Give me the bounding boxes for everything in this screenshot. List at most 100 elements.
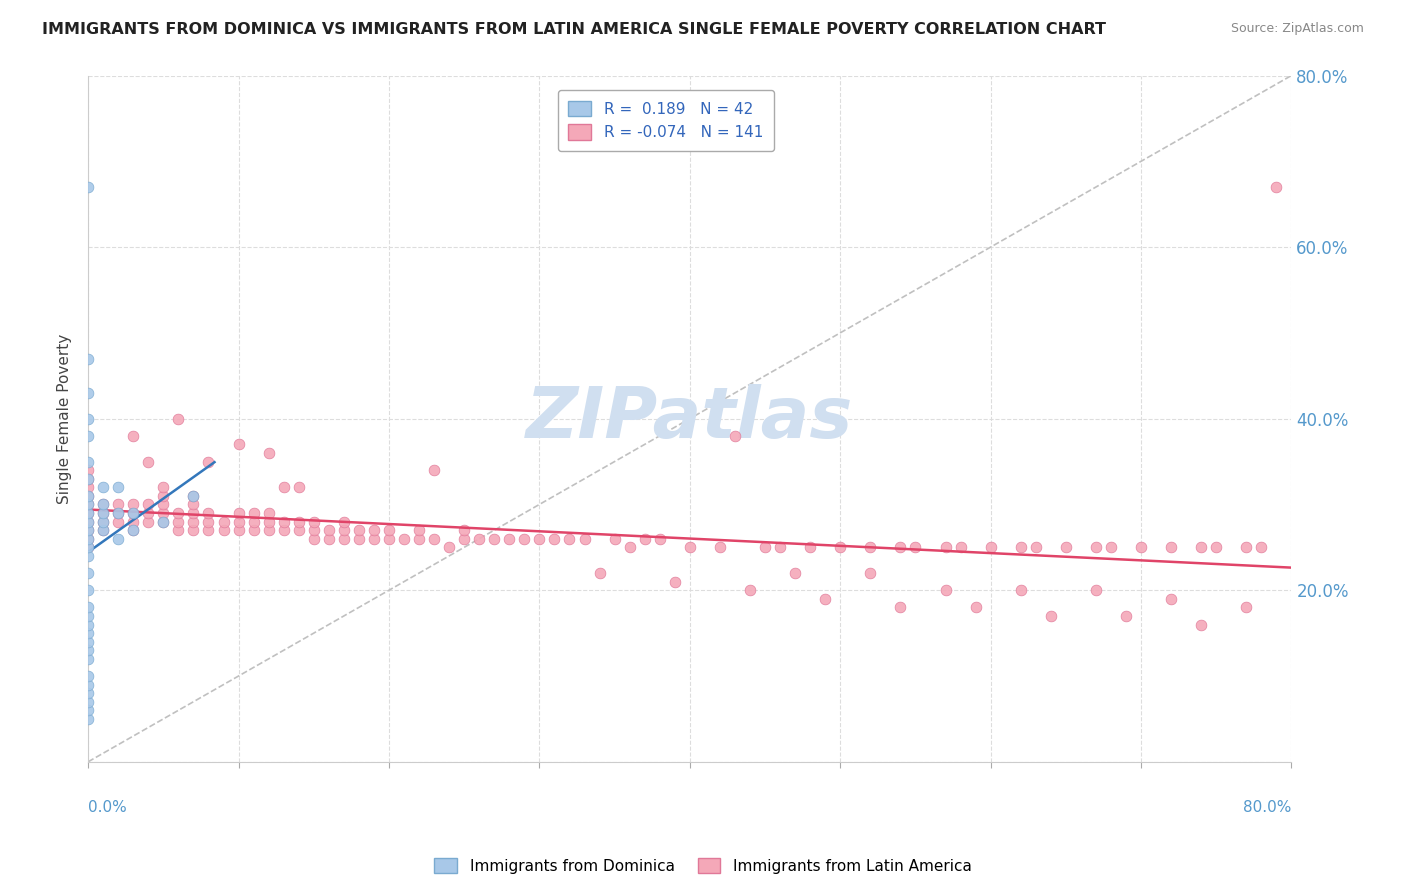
Point: [1099, 541, 1122, 555]
Point: [152, 489, 174, 503]
Point: [77, 411, 100, 425]
Point: [347, 523, 370, 537]
Point: [1234, 541, 1257, 555]
Point: [257, 523, 280, 537]
Point: [1084, 541, 1107, 555]
Point: [980, 541, 1002, 555]
Point: [634, 532, 657, 546]
Point: [77, 454, 100, 468]
Point: [183, 489, 205, 503]
Point: [197, 515, 219, 529]
Point: [197, 506, 219, 520]
Point: [242, 523, 264, 537]
Point: [363, 523, 385, 537]
Point: [1025, 541, 1047, 555]
Point: [122, 523, 145, 537]
Point: [859, 566, 882, 580]
Point: [77, 523, 100, 537]
Point: [1115, 609, 1137, 624]
Point: [588, 566, 610, 580]
Point: [167, 515, 190, 529]
Point: [318, 523, 340, 537]
Point: [242, 515, 264, 529]
Point: [934, 541, 956, 555]
Point: [302, 515, 325, 529]
Point: [904, 541, 927, 555]
Point: [122, 498, 145, 512]
Point: [91, 523, 114, 537]
Point: [423, 532, 446, 546]
Point: [408, 523, 430, 537]
Point: [724, 429, 747, 443]
Point: [287, 515, 309, 529]
Point: [167, 523, 190, 537]
Point: [77, 652, 100, 666]
Point: [77, 472, 100, 486]
Point: [273, 523, 295, 537]
Point: [77, 566, 100, 580]
Point: [197, 523, 219, 537]
Point: [152, 498, 174, 512]
Point: [603, 532, 626, 546]
Point: [91, 480, 114, 494]
Point: [333, 532, 356, 546]
Point: [183, 506, 205, 520]
Point: [77, 472, 100, 486]
Point: [77, 429, 100, 443]
Point: [91, 498, 114, 512]
Point: [77, 600, 100, 615]
Point: [468, 532, 491, 546]
Point: [77, 489, 100, 503]
Point: [91, 498, 114, 512]
Point: [1189, 541, 1212, 555]
Point: [212, 515, 235, 529]
Point: [152, 515, 174, 529]
Legend: Immigrants from Dominica, Immigrants from Latin America: Immigrants from Dominica, Immigrants fro…: [429, 852, 977, 880]
Point: [77, 617, 100, 632]
Point: [423, 463, 446, 477]
Point: [498, 532, 520, 546]
Point: [77, 532, 100, 546]
Point: [242, 506, 264, 520]
Point: [1054, 541, 1077, 555]
Point: [77, 498, 100, 512]
Point: [212, 523, 235, 537]
Point: [77, 506, 100, 520]
Point: [77, 463, 100, 477]
Point: [1160, 541, 1182, 555]
Point: [91, 506, 114, 520]
Point: [136, 498, 159, 512]
Point: [107, 532, 129, 546]
Point: [859, 541, 882, 555]
Point: [648, 532, 671, 546]
Point: [107, 498, 129, 512]
Point: [754, 541, 776, 555]
Point: [287, 523, 309, 537]
Point: [77, 703, 100, 717]
Point: [619, 541, 641, 555]
Point: [1189, 617, 1212, 632]
Point: [1130, 541, 1153, 555]
Point: [484, 532, 506, 546]
Point: [273, 515, 295, 529]
Text: IMMIGRANTS FROM DOMINICA VS IMMIGRANTS FROM LATIN AMERICA SINGLE FEMALE POVERTY : IMMIGRANTS FROM DOMINICA VS IMMIGRANTS F…: [42, 22, 1107, 37]
Point: [77, 523, 100, 537]
Point: [738, 583, 761, 598]
Point: [77, 609, 100, 624]
Point: [664, 574, 686, 589]
Point: [91, 523, 114, 537]
Point: [333, 523, 356, 537]
Point: [183, 498, 205, 512]
Point: [378, 532, 401, 546]
Point: [378, 523, 401, 537]
Point: [77, 643, 100, 657]
Point: [513, 532, 536, 546]
Point: [934, 583, 956, 598]
Point: [965, 600, 987, 615]
Point: [122, 506, 145, 520]
Point: [1250, 541, 1272, 555]
Point: [77, 549, 100, 563]
Point: [107, 506, 129, 520]
Point: [830, 541, 852, 555]
Point: [183, 523, 205, 537]
